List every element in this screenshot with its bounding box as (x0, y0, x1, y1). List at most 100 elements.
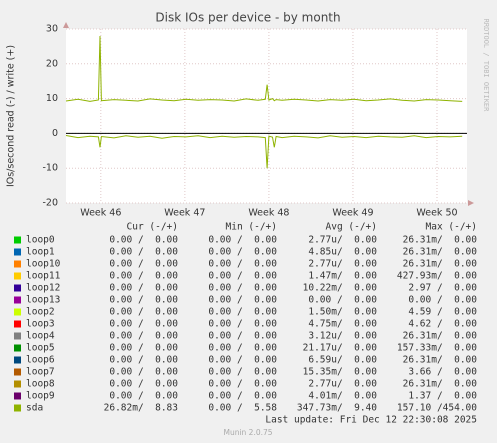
legend-stat: 3.66 / 0.00 (408, 367, 477, 378)
legend-stat: 1.47m/ 0.00 (308, 271, 377, 282)
legend-swatch (14, 284, 21, 292)
legend-label: loop8 (26, 379, 55, 390)
legend-swatch (14, 320, 21, 328)
legend-stat: 0.00 / 0.00 (109, 235, 178, 246)
legend-stat: 26.31m/ 0.00 (403, 379, 478, 390)
legend-stat: 0.00 / 0.00 (109, 247, 178, 258)
legend-swatch (14, 260, 21, 268)
legend-label: loop12 (26, 283, 60, 294)
legend-stat: 0.00 / 0.00 (208, 343, 277, 354)
legend-stat: 0.00 / 0.00 (109, 307, 178, 318)
legend-column-header: Max (-/+) (426, 222, 477, 233)
legend-swatch (14, 272, 21, 280)
y-tick-label: 20 (46, 58, 58, 69)
legend-label: loop4 (26, 331, 55, 342)
legend-swatch (14, 356, 21, 364)
y-tick-label: 10 (46, 93, 58, 104)
legend-stat: 0.00 / 0.00 (109, 355, 178, 366)
chart-title: Disk IOs per device - by month (155, 11, 340, 25)
legend-stat: 0.00 / 0.00 (109, 271, 178, 282)
legend-stat: 0.00 / 0.00 (208, 247, 277, 258)
legend-stat: 21.17u/ 0.00 (303, 343, 378, 354)
legend-swatch (14, 332, 21, 340)
y-tick-label: 0 (52, 128, 58, 139)
legend-column-header: Avg (-/+) (326, 222, 377, 233)
legend-label: loop3 (26, 319, 55, 330)
legend-stat: 4.01m/ 0.00 (308, 391, 377, 402)
legend-stat: 0.00 / 0.00 (208, 391, 277, 402)
grid: -20 -10 0 10 20 30 Week 46 Week 47 Week 48 Week 4… (42, 24, 467, 219)
x-tick-label: Week 47 (164, 208, 205, 219)
legend-label: loop1 (26, 247, 55, 258)
legend-label: loop11 (26, 271, 61, 282)
legend-swatch (14, 392, 21, 400)
legend-stat: 0.00 / 0.00 (208, 355, 277, 366)
legend-stat: 0.00 / 0.00 (208, 367, 277, 378)
legend-swatch (14, 296, 21, 304)
series-line (65, 35, 463, 102)
legend-stat: 157.10 /454.00 (397, 403, 477, 414)
legend-stat: 2.77u/ 0.00 (308, 235, 377, 246)
legend-swatch (14, 344, 21, 352)
x-tick-label: Week 48 (248, 208, 289, 219)
legend-stat: 0.00 / 0.00 (208, 259, 277, 270)
legend-stat: 0.00 / 0.00 (208, 331, 277, 342)
legend-stat: 0.00 / 0.00 (109, 367, 178, 378)
legend-label: loop10 (26, 259, 61, 270)
legend-stat: 0.00 / 5.58 (208, 403, 277, 414)
legend-swatch (14, 404, 21, 412)
legend-label: loop7 (26, 367, 55, 378)
legend-stat: 26.31m/ 0.00 (403, 331, 478, 342)
legend-swatch (14, 380, 21, 388)
legend-stat: 1.50m/ 0.00 (308, 307, 377, 318)
legend-stat: 0.00 / 0.00 (109, 295, 178, 306)
y-tick-label: -10 (42, 163, 58, 174)
legend-stat: 2.97 / 0.00 (408, 283, 477, 294)
legend-stat: 0.00 / 0.00 (208, 319, 277, 330)
legend-label: loop2 (26, 307, 55, 318)
legend-stat: 0.00 / 0.00 (408, 295, 477, 306)
legend-stat: 26.31m/ 0.00 (403, 259, 478, 270)
x-tick-label: Week 49 (332, 208, 373, 219)
legend-label: loop6 (26, 355, 55, 366)
legend-stat: 0.00 / 0.00 (109, 343, 178, 354)
legend-swatch (14, 236, 21, 244)
legend-label: loop0 (26, 235, 55, 246)
series-line (65, 135, 463, 169)
legend-label: loop5 (26, 343, 55, 354)
legend-stat: 4.85u/ 0.00 (308, 247, 377, 258)
side-label: RRDTOOL / TOBI OETIKER (482, 19, 490, 113)
legend-swatch (14, 308, 21, 316)
legend: Cur (-/+) Min (-/+) Avg (-/+) Max (-/+) loop… (14, 222, 477, 414)
legend-column-header: Min (-/+) (226, 222, 277, 233)
legend-stat: 26.31m/ 0.00 (403, 235, 478, 246)
x-tick-label: Week 46 (80, 208, 121, 219)
y-tick-label: 30 (46, 24, 58, 35)
legend-swatch (14, 368, 21, 376)
legend-column-header: Cur (-/+) (127, 222, 178, 233)
legend-stat: 3.12u/ 0.00 (308, 331, 377, 342)
legend-label: loop13 (26, 295, 60, 306)
legend-stat: 347.73m/ 9.40 (297, 403, 377, 414)
legend-stat: 4.59 / 0.00 (408, 307, 477, 318)
legend-stat: 0.00 / 0.00 (109, 391, 178, 402)
legend-stat: 0.00 / 0.00 (109, 319, 178, 330)
legend-stat: 0.00 / 0.00 (208, 235, 277, 246)
legend-label: sda (26, 403, 43, 414)
legend-stat: 157.33m/ 0.00 (397, 343, 477, 354)
lines (65, 35, 467, 169)
legend-stat: 1.37 / 0.00 (408, 391, 477, 402)
legend-stat: 0.00 / 0.00 (109, 379, 178, 390)
legend-stat: 26.82m/ 8.83 (104, 403, 178, 414)
legend-stat: 15.35m/ 0.00 (303, 367, 378, 378)
legend-stat: 26.31m/ 0.00 (403, 355, 478, 366)
legend-stat: 0.00 / 0.00 (208, 271, 277, 282)
legend-stat: 427.93m/ 0.00 (397, 271, 477, 282)
legend-stat: 0.00 / 0.00 (208, 307, 277, 318)
legend-stat: 4.62 / 0.00 (408, 319, 477, 330)
legend-label: loop9 (26, 391, 55, 402)
plot-area (66, 29, 467, 203)
legend-stat: 0.00 / 0.00 (208, 379, 277, 390)
legend-stat: 10.22m/ 0.00 (303, 283, 378, 294)
